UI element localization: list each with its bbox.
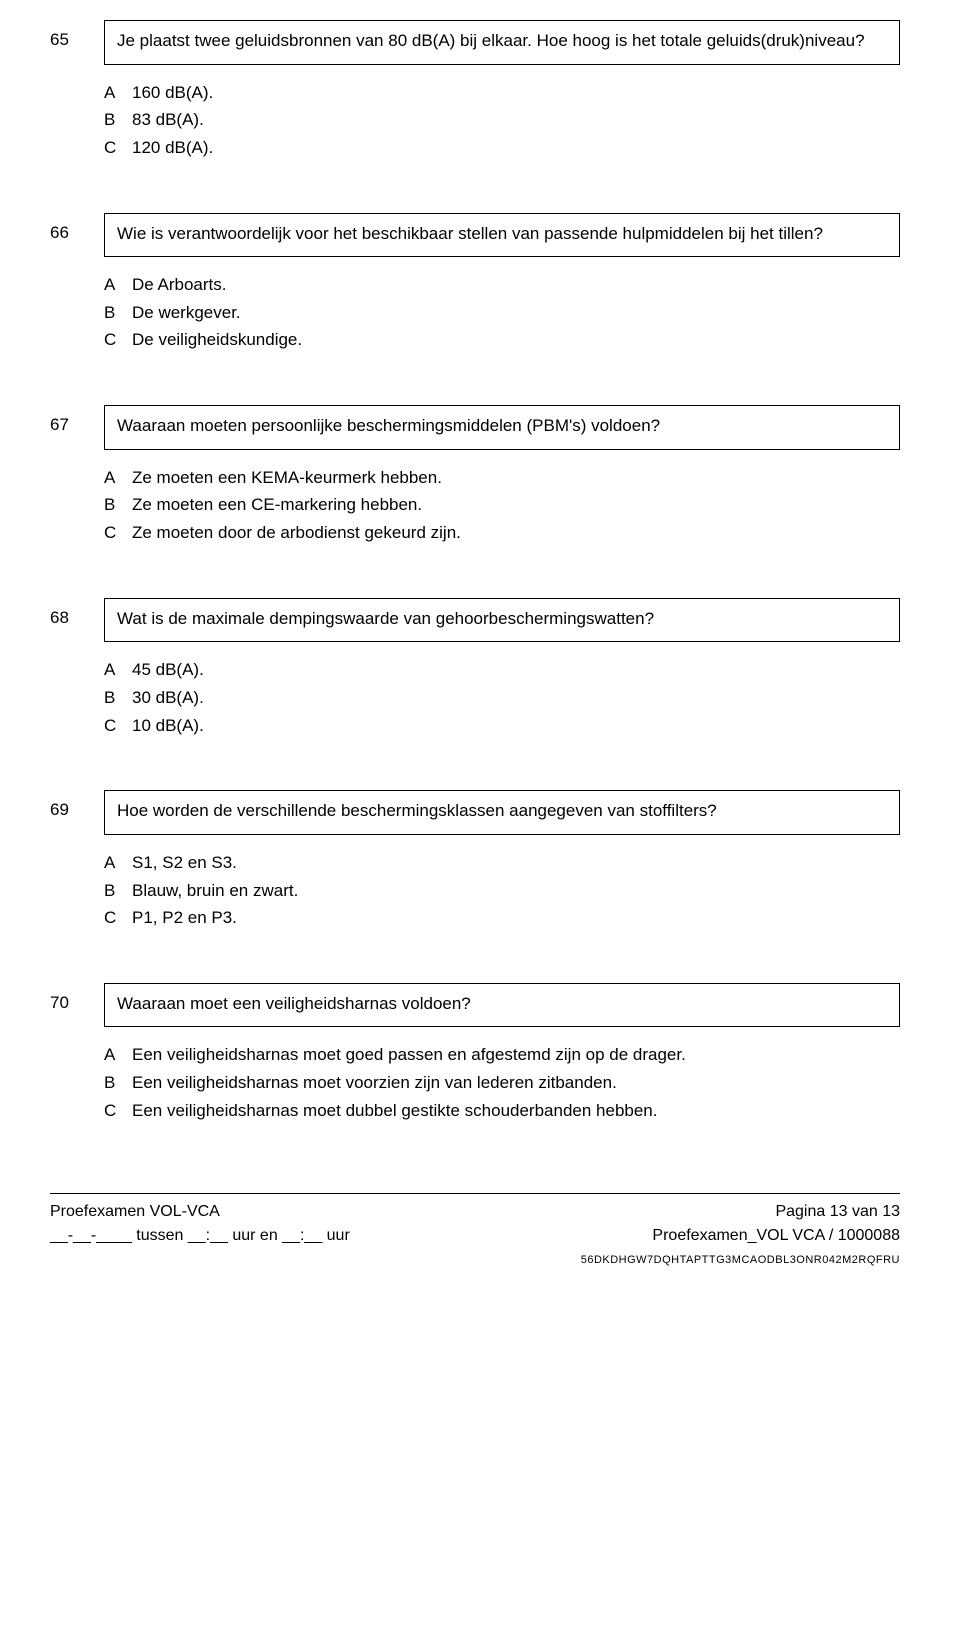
answer-letter: B <box>104 493 132 518</box>
exam-code: Proefexamen_VOL VCA / 1000088 <box>652 1224 900 1247</box>
answer-text: Blauw, bruin en zwart. <box>132 879 298 904</box>
answers-list: AZe moeten een KEMA-keurmerk hebben.BZe … <box>50 466 900 546</box>
page-number: Pagina 13 van 13 <box>652 1200 900 1223</box>
question-row: 69Hoe worden de verschillende beschermin… <box>50 790 900 835</box>
answer-letter: C <box>104 521 132 546</box>
question-block: 70Waaraan moet een veiligheidsharnas vol… <box>50 983 900 1124</box>
answer-letter: A <box>104 1043 132 1068</box>
answer-letter: A <box>104 658 132 683</box>
answers-list: AEen veiligheidsharnas moet goed passen … <box>50 1043 900 1123</box>
answer-letter: C <box>104 906 132 931</box>
page-footer: Proefexamen VOL-VCA __-__-____ tussen __… <box>50 1193 900 1246</box>
answer-letter: C <box>104 714 132 739</box>
question-block: 69Hoe worden de verschillende beschermin… <box>50 790 900 931</box>
answer-row: A160 dB(A). <box>104 81 900 106</box>
question-block: 66Wie is verantwoordelijk voor het besch… <box>50 213 900 354</box>
answer-text: S1, S2 en S3. <box>132 851 237 876</box>
question-text-box: Wat is de maximale dempingswaarde van ge… <box>104 598 900 643</box>
answer-letter: C <box>104 1099 132 1124</box>
answer-row: B30 dB(A). <box>104 686 900 711</box>
answer-text: 83 dB(A). <box>132 108 204 133</box>
answer-row: CEen veiligheidsharnas moet dubbel gesti… <box>104 1099 900 1124</box>
answer-text: 120 dB(A). <box>132 136 213 161</box>
questions-list: 65Je plaatst twee geluidsbronnen van 80 … <box>50 20 900 1123</box>
answer-text: De Arboarts. <box>132 273 227 298</box>
answer-row: BBlauw, bruin en zwart. <box>104 879 900 904</box>
answer-row: BEen veiligheidsharnas moet voorzien zij… <box>104 1071 900 1096</box>
exam-datetime: __-__-____ tussen __:__ uur en __:__ uur <box>50 1224 350 1247</box>
answer-text: De veiligheidskundige. <box>132 328 302 353</box>
answer-row: CDe veiligheidskundige. <box>104 328 900 353</box>
question-block: 65Je plaatst twee geluidsbronnen van 80 … <box>50 20 900 161</box>
answer-letter: C <box>104 328 132 353</box>
answer-row: AS1, S2 en S3. <box>104 851 900 876</box>
question-number: 66 <box>50 213 104 258</box>
answer-text: 10 dB(A). <box>132 714 204 739</box>
answer-letter: C <box>104 136 132 161</box>
question-text-box: Wie is verantwoordelijk voor het beschik… <box>104 213 900 258</box>
answer-row: B83 dB(A). <box>104 108 900 133</box>
question-number: 70 <box>50 983 104 1028</box>
answer-row: CP1, P2 en P3. <box>104 906 900 931</box>
answers-list: A160 dB(A).B83 dB(A).C120 dB(A). <box>50 81 900 161</box>
question-text-box: Hoe worden de verschillende beschermings… <box>104 790 900 835</box>
answer-text: Ze moeten een KEMA-keurmerk hebben. <box>132 466 442 491</box>
answer-letter: A <box>104 273 132 298</box>
question-text-box: Waaraan moeten persoonlijke beschermings… <box>104 405 900 450</box>
question-row: 65Je plaatst twee geluidsbronnen van 80 … <box>50 20 900 65</box>
footer-left: Proefexamen VOL-VCA __-__-____ tussen __… <box>50 1200 350 1246</box>
question-block: 68Wat is de maximale dempingswaarde van … <box>50 598 900 739</box>
answer-letter: B <box>104 301 132 326</box>
answer-row: BZe moeten een CE-markering hebben. <box>104 493 900 518</box>
answer-row: A45 dB(A). <box>104 658 900 683</box>
question-number: 67 <box>50 405 104 450</box>
question-number: 69 <box>50 790 104 835</box>
answer-text: P1, P2 en P3. <box>132 906 237 931</box>
answer-letter: B <box>104 108 132 133</box>
answer-text: Een veiligheidsharnas moet dubbel gestik… <box>132 1099 658 1124</box>
question-row: 67Waaraan moeten persoonlijke beschermin… <box>50 405 900 450</box>
question-row: 70Waaraan moet een veiligheidsharnas vol… <box>50 983 900 1028</box>
answer-row: AZe moeten een KEMA-keurmerk hebben. <box>104 466 900 491</box>
answer-letter: A <box>104 851 132 876</box>
answer-text: De werkgever. <box>132 301 241 326</box>
answer-text: Ze moeten een CE-markering hebben. <box>132 493 422 518</box>
answer-text: Een veiligheidsharnas moet voorzien zijn… <box>132 1071 617 1096</box>
question-block: 67Waaraan moeten persoonlijke beschermin… <box>50 405 900 546</box>
question-row: 66Wie is verantwoordelijk voor het besch… <box>50 213 900 258</box>
question-text-box: Waaraan moet een veiligheidsharnas voldo… <box>104 983 900 1028</box>
question-number: 68 <box>50 598 104 643</box>
answers-list: A45 dB(A).B30 dB(A).C10 dB(A). <box>50 658 900 738</box>
barcode-text: 56DKDHGW7DQHTAPTTG3MCAODBL3ONR042M2RQFRU <box>50 1253 900 1269</box>
answer-row: BDe werkgever. <box>104 301 900 326</box>
footer-right: Pagina 13 van 13 Proefexamen_VOL VCA / 1… <box>652 1200 900 1246</box>
answer-text: 160 dB(A). <box>132 81 213 106</box>
answer-row: ADe Arboarts. <box>104 273 900 298</box>
answer-letter: B <box>104 879 132 904</box>
question-number: 65 <box>50 20 104 65</box>
answer-letter: A <box>104 466 132 491</box>
answer-letter: A <box>104 81 132 106</box>
exam-title: Proefexamen VOL-VCA <box>50 1200 350 1223</box>
answers-list: AS1, S2 en S3.BBlauw, bruin en zwart.CP1… <box>50 851 900 931</box>
question-row: 68Wat is de maximale dempingswaarde van … <box>50 598 900 643</box>
answer-row: C120 dB(A). <box>104 136 900 161</box>
answer-text: 30 dB(A). <box>132 686 204 711</box>
answer-letter: B <box>104 686 132 711</box>
answer-letter: B <box>104 1071 132 1096</box>
answer-text: 45 dB(A). <box>132 658 204 683</box>
answer-text: Een veiligheidsharnas moet goed passen e… <box>132 1043 686 1068</box>
answer-row: CZe moeten door de arbodienst gekeurd zi… <box>104 521 900 546</box>
answer-text: Ze moeten door de arbodienst gekeurd zij… <box>132 521 461 546</box>
question-text-box: Je plaatst twee geluidsbronnen van 80 dB… <box>104 20 900 65</box>
answer-row: C10 dB(A). <box>104 714 900 739</box>
answers-list: ADe Arboarts.BDe werkgever.CDe veilighei… <box>50 273 900 353</box>
answer-row: AEen veiligheidsharnas moet goed passen … <box>104 1043 900 1068</box>
